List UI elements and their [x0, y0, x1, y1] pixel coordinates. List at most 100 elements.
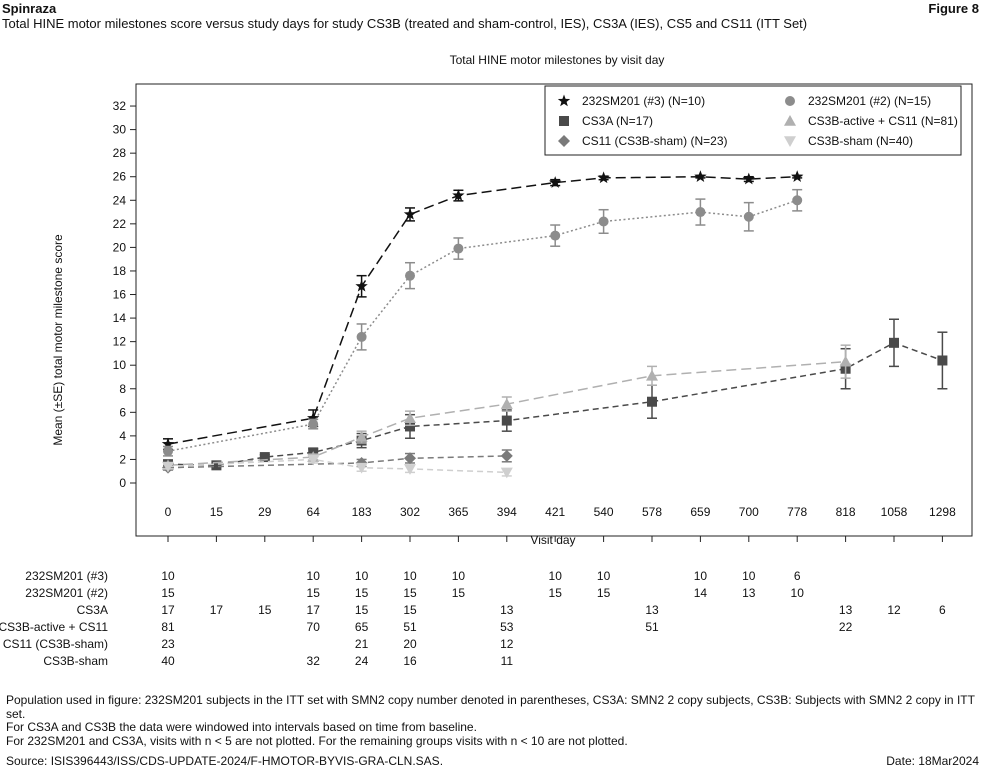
triangle-down-marker	[355, 462, 368, 474]
series-5	[162, 454, 513, 479]
count-cell: 65	[355, 620, 369, 634]
series-line	[167, 455, 507, 469]
y-tick-label: 8	[119, 382, 126, 396]
source-line: Source: ISIS396443/ISS/CDS-UPDATE-2024/F…	[6, 754, 444, 768]
footnotes: Population used in figure: 232SM201 subj…	[6, 693, 981, 748]
count-cell: 10	[791, 586, 805, 600]
count-cell: 15	[549, 586, 563, 600]
circle-marker	[792, 195, 803, 206]
x-tick-label: 1058	[881, 505, 908, 519]
triangle-up-marker	[500, 398, 513, 409]
footnote-2: For CS3A and CS3B the data were windowed…	[6, 720, 477, 734]
count-cell: 21	[355, 637, 369, 651]
series-0	[161, 170, 804, 451]
star-marker	[694, 170, 707, 182]
count-cell: 15	[452, 586, 466, 600]
star-marker	[557, 94, 571, 107]
circle-marker	[695, 207, 706, 218]
star-marker	[452, 189, 465, 201]
date-line: Date: 18Mar2024	[886, 754, 979, 768]
series-line	[167, 199, 798, 452]
figure-subtitle: Total HINE motor milestones score versus…	[2, 16, 808, 31]
count-cell: 70	[307, 620, 321, 634]
y-tick-label: 32	[113, 99, 127, 113]
y-tick-label: 18	[113, 264, 127, 278]
y-tick-label: 16	[113, 288, 127, 302]
star-marker	[403, 207, 417, 220]
x-tick-label: 540	[594, 505, 614, 519]
count-row-label: CS3A	[77, 603, 108, 617]
count-cell: 20	[403, 637, 417, 651]
count-cell: 22	[839, 620, 853, 634]
x-tick-label: 0	[165, 505, 172, 519]
count-cell: 10	[597, 569, 611, 583]
x-tick-label: 578	[642, 505, 662, 519]
chart-title: Total HINE motor milestones by visit day	[450, 53, 665, 67]
star-marker	[307, 411, 320, 424]
count-cell: 10	[549, 569, 563, 583]
star-marker	[597, 171, 610, 184]
series-line	[167, 341, 943, 467]
triangle-up-marker	[355, 431, 368, 442]
x-tick-label: 818	[836, 505, 856, 519]
count-cell: 17	[307, 603, 321, 617]
x-tick-label: 1298	[929, 505, 956, 519]
x-tick-label: 365	[448, 505, 468, 519]
count-cell: 13	[839, 603, 853, 617]
x-tick-label: 183	[352, 505, 372, 519]
triangle-down-marker	[307, 454, 320, 466]
square-marker	[559, 116, 569, 126]
series-1	[163, 188, 803, 457]
legend-entry-label: CS11 (CS3B-sham) (N=23)	[582, 134, 728, 148]
count-cell: 17	[210, 603, 224, 617]
square-marker	[889, 337, 899, 348]
count-cell: 53	[500, 620, 514, 634]
footnote-1: Population used in figure: 232SM201 subj…	[6, 693, 975, 721]
hine-chart: Total HINE motor milestones by visit day…	[0, 53, 973, 668]
diamond-marker	[404, 452, 416, 465]
square-marker	[647, 396, 657, 407]
legend-entry-label: 232SM201 (#3) (N=10)	[582, 94, 705, 108]
x-tick-label: 15	[210, 505, 224, 519]
count-cell: 6	[794, 569, 801, 583]
triangle-up-marker	[839, 355, 852, 367]
count-cell: 10	[694, 569, 708, 583]
footnote-3: For 232SM201 and CS3A, visits with n < 5…	[6, 733, 628, 748]
circle-marker	[453, 243, 464, 254]
circle-marker	[598, 216, 609, 227]
count-cell: 14	[694, 586, 708, 600]
product-name: Spinraza	[2, 1, 57, 16]
y-tick-label: 26	[113, 170, 127, 184]
triangle-up-marker	[784, 115, 796, 126]
count-cell: 12	[500, 637, 514, 651]
count-cell: 15	[355, 586, 369, 600]
star-marker	[355, 279, 368, 292]
legend-entry-label: CS3B-active + CS11 (N=81)	[808, 114, 958, 128]
figure-label: Figure 8	[928, 1, 979, 16]
x-tick-label: 659	[690, 505, 710, 519]
circle-marker	[405, 270, 415, 281]
y-axis-title: Mean (±SE) total motor milestone score	[51, 234, 65, 446]
count-row-label: CS11 (CS3B-sham)	[3, 637, 108, 651]
chart-legend: 232SM201 (#3) (N=10) 232SM201 (#2) (N=15)…	[544, 85, 962, 156]
count-cell: 10	[355, 569, 369, 583]
x-tick-label: 700	[739, 505, 759, 519]
count-row-label: CS3B-active + CS11	[0, 620, 108, 634]
square-marker	[259, 452, 270, 463]
square-marker	[501, 415, 512, 426]
legend-entry-label: CS3A (N=17)	[582, 114, 653, 128]
circle-marker	[308, 419, 319, 430]
legend-entry-label: 232SM201 (#2) (N=15)	[808, 94, 931, 108]
series-layer	[161, 170, 948, 479]
x-axis-title: Visit day	[530, 533, 575, 547]
count-cell: 6	[939, 603, 946, 617]
circle-marker	[550, 230, 561, 241]
count-row-label: 232SM201 (#3)	[25, 569, 108, 583]
count-cell: 13	[742, 586, 756, 600]
y-tick-label: 30	[113, 123, 127, 137]
count-cell: 12	[887, 603, 901, 617]
count-cell: 15	[403, 586, 417, 600]
triangle-down-marker	[162, 461, 174, 473]
count-cell: 51	[645, 620, 659, 634]
